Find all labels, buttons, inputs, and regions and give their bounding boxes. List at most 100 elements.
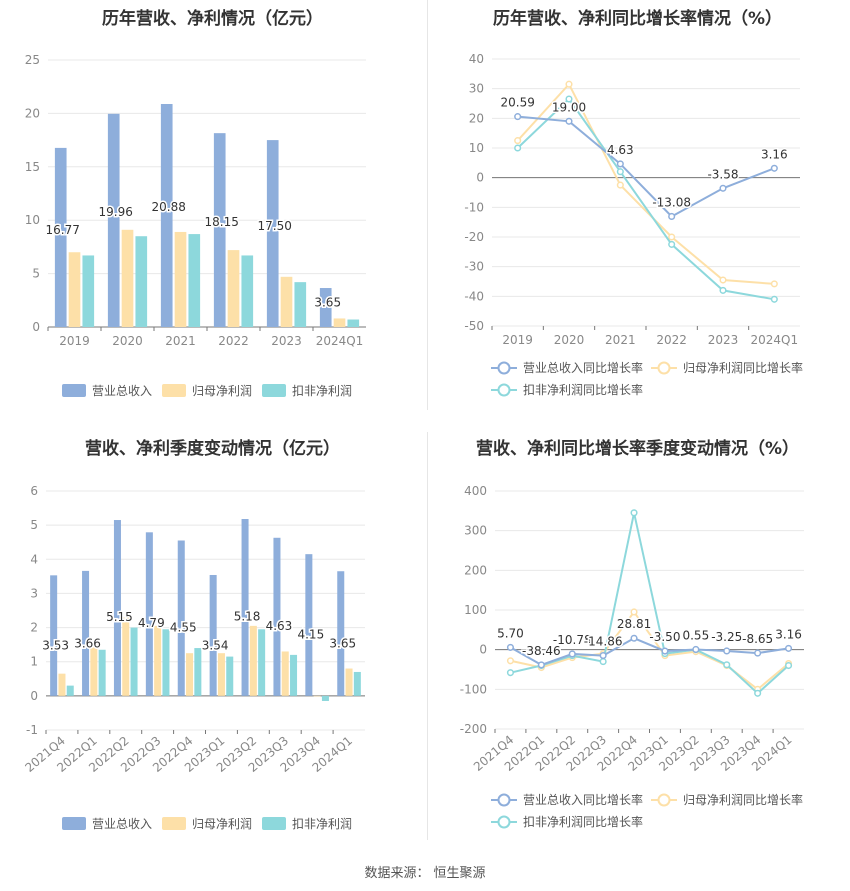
data-label: 3.66 bbox=[74, 636, 101, 650]
data-label: 3.65 bbox=[314, 296, 341, 310]
legend-label: 扣非净利润同比增长率 bbox=[523, 814, 643, 829]
series-line bbox=[510, 512, 790, 695]
data-label: 4.63 bbox=[266, 619, 293, 633]
data-point bbox=[668, 212, 676, 221]
bar bbox=[266, 140, 279, 327]
y-tick-label: -20 bbox=[464, 230, 484, 244]
bar bbox=[241, 255, 254, 327]
data-point bbox=[630, 634, 638, 642]
x-tick-label: 2019 bbox=[502, 333, 533, 347]
data-label: 0.55 bbox=[682, 628, 709, 642]
panel-annual-bar: 历年营收、净利情况（亿元） 0 5 10 15 20 25 2019 2020 2021 2022… bbox=[0, 0, 425, 420]
legend-swatch bbox=[262, 817, 286, 830]
legend-label: 营业总收入 bbox=[92, 817, 152, 831]
bar bbox=[145, 532, 153, 696]
y-tick-label: 0 bbox=[30, 689, 38, 703]
data-label: 19.00 bbox=[552, 100, 586, 114]
data-point bbox=[668, 233, 676, 241]
x-tick-label: 2023 bbox=[271, 334, 302, 348]
chart-title: 历年营收、净利情况（亿元） bbox=[102, 9, 323, 29]
x-tick-label: 2022 bbox=[656, 333, 687, 347]
bar bbox=[281, 651, 289, 696]
vertical-divider-bottom bbox=[427, 432, 428, 840]
bar bbox=[345, 668, 353, 696]
y-tick-label: 10 bbox=[469, 141, 484, 155]
y-tick-label: 40 bbox=[469, 52, 484, 66]
bar bbox=[174, 231, 187, 327]
y-tick-label: 20 bbox=[25, 106, 40, 120]
data-label: -3.50 bbox=[649, 630, 680, 644]
data-label: -3.25 bbox=[711, 630, 742, 644]
source-label: 数据来源： bbox=[364, 866, 430, 881]
y-tick-label: 200 bbox=[464, 563, 487, 577]
data-label: -38.46 bbox=[522, 644, 561, 658]
legend-label: 归母净利润同比增长率 bbox=[683, 360, 803, 375]
x-tick-label: 2020 bbox=[554, 333, 585, 347]
data-point bbox=[514, 137, 522, 145]
bar bbox=[154, 625, 162, 696]
data-point bbox=[565, 117, 573, 125]
chart-title: 营收、净利季度变动情况（亿元） bbox=[85, 439, 340, 459]
y-tick-label: 0 bbox=[32, 320, 40, 334]
legend-label: 归母净利润同比增长率 bbox=[683, 792, 803, 807]
data-label: 3.65 bbox=[329, 636, 356, 650]
legend-marker bbox=[497, 815, 511, 829]
legend-swatch bbox=[62, 817, 86, 830]
legend-label: 营业总收入同比增长率 bbox=[523, 792, 643, 807]
legend-swatch bbox=[162, 384, 186, 397]
y-tick-label: 2 bbox=[30, 621, 38, 635]
data-label: 5.18 bbox=[234, 609, 261, 623]
legend-marker bbox=[497, 361, 511, 375]
data-point bbox=[785, 661, 793, 670]
data-point bbox=[770, 280, 778, 288]
chart-title: 营收、净利同比增长率季度变动情况（%） bbox=[475, 439, 800, 459]
series-line bbox=[516, 97, 775, 301]
bar bbox=[177, 540, 185, 696]
data-point bbox=[537, 661, 545, 669]
data-point bbox=[616, 160, 624, 168]
data-point bbox=[565, 95, 573, 103]
bar bbox=[249, 625, 257, 696]
bar bbox=[227, 250, 240, 327]
y-tick-label: 30 bbox=[469, 82, 484, 96]
data-label: 3.54 bbox=[202, 638, 229, 652]
legend-marker bbox=[657, 361, 671, 375]
bar bbox=[321, 695, 329, 701]
bar bbox=[347, 319, 360, 327]
data-point bbox=[630, 509, 638, 517]
bar bbox=[82, 570, 90, 696]
y-tick-label: 300 bbox=[464, 524, 487, 538]
bar bbox=[186, 653, 194, 696]
data-point bbox=[770, 295, 778, 303]
data-point bbox=[754, 649, 762, 657]
y-tick-label: 0 bbox=[479, 643, 487, 657]
y-tick-label: -40 bbox=[464, 289, 484, 303]
annual-line-chart: -50 -40 -30 -20 -10 0 10 20 30 40 2019 2020 2021 2022… bbox=[464, 52, 803, 397]
chart-title: 历年营收、净利同比增长率情况（%） bbox=[492, 9, 783, 29]
data-label: -3.58 bbox=[707, 167, 738, 181]
y-tick-label: 400 bbox=[464, 484, 487, 498]
legend-swatch bbox=[162, 817, 186, 830]
series-line bbox=[510, 610, 790, 691]
data-label: 20.88 bbox=[152, 200, 186, 214]
bar bbox=[209, 574, 217, 696]
y-tick-label: 10 bbox=[25, 213, 40, 227]
data-label: 5.15 bbox=[106, 610, 133, 624]
source-name: 恒生聚源 bbox=[433, 866, 486, 881]
legend-swatch bbox=[62, 384, 86, 397]
legend-label: 扣非净利润 bbox=[292, 817, 352, 831]
bar bbox=[90, 644, 98, 696]
bar bbox=[113, 520, 121, 696]
y-tick-label: 4 bbox=[30, 552, 38, 566]
y-tick-label: -1 bbox=[26, 723, 38, 737]
bar bbox=[194, 648, 202, 696]
bar bbox=[98, 649, 106, 696]
data-point bbox=[616, 181, 624, 189]
bar bbox=[107, 113, 120, 327]
bar bbox=[66, 685, 74, 696]
series-line bbox=[517, 115, 775, 218]
bar bbox=[217, 653, 225, 696]
data-point bbox=[599, 658, 607, 666]
series-line bbox=[509, 637, 789, 667]
panel-quarter-line: 营收、净利同比增长率季度变动情况（%） -200 -100 0 100 200 300 40… bbox=[425, 430, 850, 850]
